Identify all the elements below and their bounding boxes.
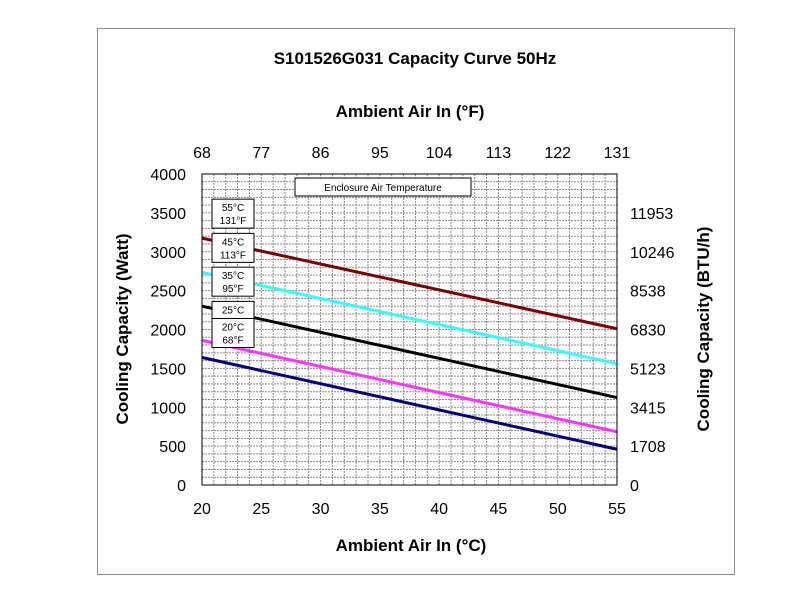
x-tick-label: 40 bbox=[430, 501, 448, 518]
y-tick-label: 1000 bbox=[150, 400, 186, 417]
y-axis-title: Cooling Capacity (Watt) bbox=[113, 233, 132, 424]
x2-tick-label: 77 bbox=[252, 145, 270, 162]
y-tick-label: 3000 bbox=[150, 245, 186, 262]
y-tick-label: 3500 bbox=[150, 206, 186, 223]
series-label-45c: 45°C 113°F bbox=[211, 232, 255, 263]
series-label-35c: 35°C 95°F bbox=[211, 266, 255, 297]
series-label-celsius: 35°C bbox=[222, 271, 244, 282]
y-tick-label: 1500 bbox=[150, 361, 186, 378]
y2-tick-label: 11953 bbox=[630, 206, 673, 223]
series-label-box bbox=[211, 317, 255, 348]
legend-title-box bbox=[294, 177, 472, 197]
x-tick-label: 50 bbox=[549, 501, 567, 518]
series-label-fahrenheit: 113°F bbox=[220, 250, 246, 261]
y-tick-label: 0 bbox=[177, 478, 186, 495]
y2-tick-label: 0 bbox=[630, 478, 639, 495]
series-label-fahrenheit: 131°F bbox=[220, 216, 247, 227]
chart-frame bbox=[97, 28, 735, 575]
y2-tick-label: 6830 bbox=[630, 323, 666, 340]
x2-tick-label: 122 bbox=[544, 145, 571, 162]
series-line-35c bbox=[201, 304, 618, 399]
x-tick-label: 35 bbox=[371, 501, 389, 518]
series-label-55c: 55°C 131°F bbox=[211, 198, 255, 229]
x-tick-label: 45 bbox=[490, 501, 508, 518]
y-tick-label: 2500 bbox=[150, 284, 186, 301]
y-tick-label: 4000 bbox=[150, 167, 186, 184]
series-label-celsius: 25°C bbox=[222, 305, 244, 316]
y2-tick-label: 8538 bbox=[630, 284, 666, 301]
x-tick-label: 20 bbox=[193, 501, 211, 518]
series-label-20c: 20°C 68°F bbox=[211, 317, 255, 348]
y2-tick-label: 10246 bbox=[630, 245, 675, 262]
series-line-20c bbox=[201, 356, 618, 451]
x2-tick-label: 86 bbox=[312, 145, 330, 162]
series-label-celsius: 55°C bbox=[222, 203, 244, 214]
x2-axis-title: Ambient Air In (°F) bbox=[336, 102, 485, 121]
series-label-celsius: 45°C bbox=[222, 237, 244, 248]
y2-tick-label: 1708 bbox=[630, 439, 666, 456]
y2-tick-label: 5123 bbox=[630, 361, 666, 378]
series-label-fahrenheit: 95°F bbox=[222, 284, 243, 295]
x-tick-label: 30 bbox=[312, 501, 330, 518]
x2-tick-label: 113 bbox=[486, 145, 512, 162]
series-line-45c bbox=[201, 270, 618, 366]
x2-tick-label: 68 bbox=[193, 145, 211, 162]
x-tick-label: 55 bbox=[608, 501, 626, 518]
x2-tick-label: 131 bbox=[604, 145, 631, 162]
chart-title: S101526G031 Capacity Curve 50Hz bbox=[274, 49, 557, 68]
x2-tick-label: 95 bbox=[371, 145, 389, 162]
series-label-box bbox=[211, 266, 255, 297]
plot-border bbox=[201, 173, 618, 486]
series-label-celsius: 20°C bbox=[222, 322, 244, 333]
y2-axis-title: Cooling Capacity (BTU/h) bbox=[694, 227, 713, 432]
legend-title: Enclosure Air Temperature bbox=[324, 183, 442, 194]
series-line-25c bbox=[201, 338, 618, 434]
series-label-box bbox=[211, 198, 255, 229]
y2-tick-label: 3415 bbox=[630, 400, 666, 417]
series-label-box bbox=[211, 232, 255, 263]
series-line-55c bbox=[201, 236, 618, 331]
y-tick-label: 2000 bbox=[150, 323, 186, 340]
x-axis-title: Ambient Air In (°C) bbox=[336, 536, 487, 555]
x-tick-label: 25 bbox=[252, 501, 270, 518]
series-label-fahrenheit: 68°F bbox=[222, 335, 243, 346]
y-tick-label: 500 bbox=[159, 439, 186, 456]
x2-tick-label: 104 bbox=[426, 145, 453, 162]
